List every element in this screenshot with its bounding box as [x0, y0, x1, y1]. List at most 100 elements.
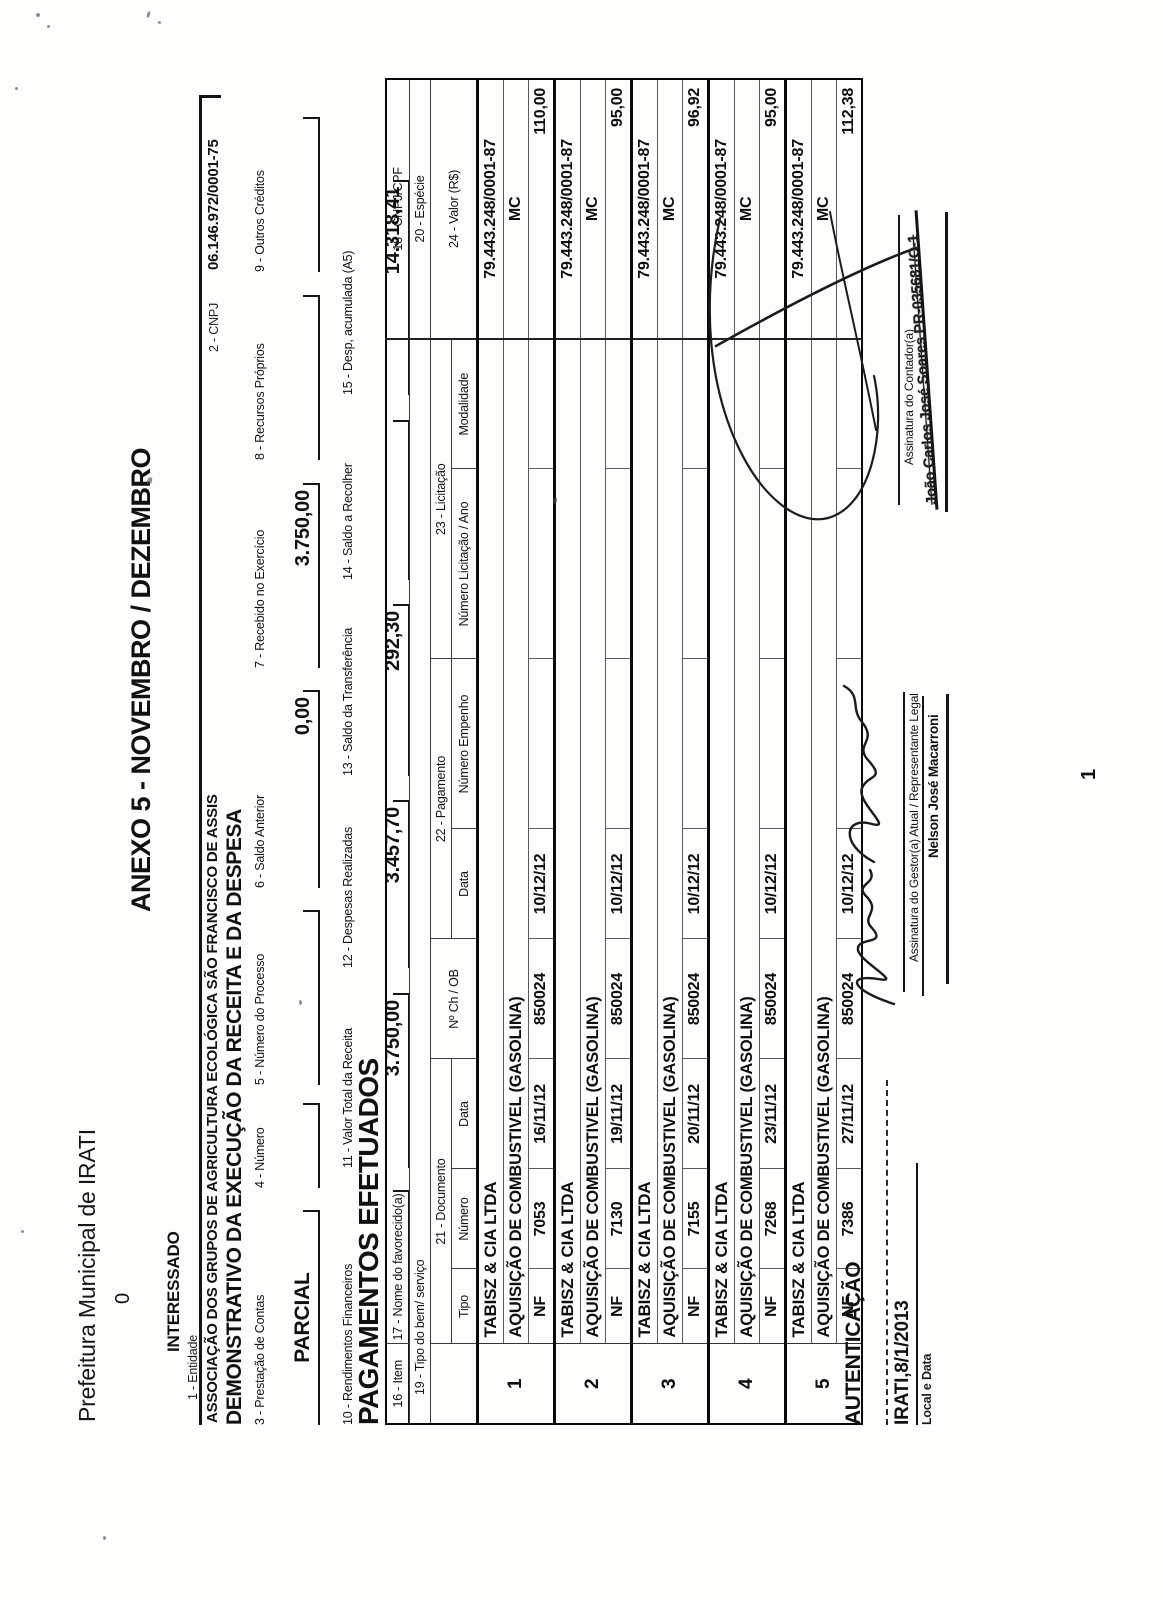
gestor-signature-line: [903, 692, 905, 992]
row-data-pagamento: 10/12/12: [682, 829, 709, 939]
interessado-title: INTERESSADO: [164, 1231, 183, 1352]
gestor-rule-2: [922, 696, 924, 996]
entidade-value: ASSOCIAÇÃO DOS GRUPOS DE AGRICULTURA ECO…: [204, 794, 221, 1423]
header-data: Data: [451, 1059, 478, 1169]
row-empenho: [528, 659, 555, 829]
row-tipo: NF: [759, 1269, 786, 1344]
row-numero: 7053: [528, 1169, 555, 1269]
demonstrativo-title: DEMONSTRATIVO DA EXECUÇÃO DA RECEITA E D…: [223, 809, 246, 1425]
row-modalidade: [528, 338, 555, 469]
gestor-rule-3: [946, 694, 949, 984]
contador-rule-2: [945, 212, 948, 512]
row-especie: MC: [580, 78, 606, 339]
row-licitacao: [528, 469, 555, 659]
table-row: NF 7130 19/11/12 850024 10/12/12 95,00: [605, 78, 632, 1424]
row-ch-ob: 850024: [528, 939, 555, 1059]
table-header-row: 21 - Documento Nº Ch / OB 22 - Pagamento…: [430, 78, 478, 1424]
row-bem: AQUISIÇÃO DE COMBUSTIVEL (GASOLINA): [503, 338, 529, 1344]
field-label: 9 - Outros Créditos: [253, 170, 267, 272]
row-modalidade: [605, 338, 632, 469]
row-empenho: [605, 659, 632, 829]
gestor-name: Nelson José Macarroni: [926, 714, 941, 858]
row-item: 3: [631, 1344, 709, 1424]
row-ch-ob: 850024: [759, 939, 786, 1059]
cnpj-label: 2 - CNPJ: [207, 302, 221, 352]
row-data: 16/11/12: [528, 1059, 555, 1169]
field-label: 4 - Número: [253, 1127, 267, 1188]
scan-artifact: [21, 1230, 24, 1233]
row-valor: 110,00: [528, 78, 555, 339]
table-row: AQUISIÇÃO DE COMBUSTIVEL (GASOLINA) MC: [657, 78, 683, 1424]
row-favorecido: TABISZ & CIA LTDA: [631, 338, 658, 1344]
field-recebido-exercicio: 7 - Recebido no Exercício 3.750,00: [252, 483, 320, 668]
gestor-label: Assinatura do Gestor(a) Atual / Represen…: [907, 693, 921, 962]
row-bem: AQUISIÇÃO DE COMBUSTIVEL (GASOLINA): [580, 338, 606, 1344]
header-favorecido: 17 - Nome do favorecido(a): [386, 338, 410, 1344]
contador-signature: [708, 211, 918, 521]
row-valor: 95,00: [605, 78, 632, 339]
row-cnpj: 79.443.248/0001-87: [477, 78, 504, 339]
field-label: 14 - Saldo a Recolher: [341, 463, 355, 580]
entidade-rule: [199, 95, 202, 1425]
scan-artifact: [103, 1536, 106, 1540]
row-empenho: [682, 659, 709, 829]
row-especie: MC: [657, 78, 683, 339]
page-number: 1: [1078, 769, 1100, 780]
header-numero: Número: [451, 1169, 478, 1269]
entidade-label: 1 - Entidade: [186, 1334, 200, 1400]
row-empenho: [759, 659, 786, 829]
table-row: AQUISIÇÃO DE COMBUSTIVEL (GASOLINA) MC: [503, 78, 529, 1424]
field-label: 7 - Recebido no Exercício: [253, 529, 267, 668]
field-numero: 4 - Número: [252, 1103, 320, 1188]
row-item: 4: [708, 1344, 786, 1424]
table-row: 1 TABISZ & CIA LTDA 79.443.248/0001-87: [477, 78, 555, 1424]
local-data-label: Local e Data: [920, 1353, 934, 1425]
row-favorecido: TABISZ & CIA LTDA: [554, 338, 581, 1344]
header-ch-ob: Nº Ch / OB: [430, 939, 478, 1059]
header-tipo-bem: 19 - Tipo do bem/ serviço: [409, 338, 431, 1424]
autenticacao-title: AUTENTICAÇÃO: [842, 1261, 865, 1425]
field-label: 15 - Desp, acumulada (A5): [341, 250, 355, 395]
entidade-rule-tick: [199, 95, 221, 98]
field-label: 6 - Saldo Anterior: [253, 795, 267, 888]
header-pagamento-group: 22 - Pagamento: [430, 659, 452, 939]
header-numero-empenho: Número Empenho: [451, 659, 478, 829]
header-tipo: Tipo: [451, 1269, 478, 1344]
gestor-signature: [842, 684, 896, 1006]
table-header-row: 19 - Tipo do bem/ serviço 20 - Espécie: [409, 78, 431, 1424]
field-recursos-proprios: 8 - Recursos Próprios: [252, 295, 320, 460]
row-bem: AQUISIÇÃO DE COMBUSTIVEL (GASOLINA): [657, 338, 683, 1344]
table-row: 3 TABISZ & CIA LTDA 79.443.248/0001-87: [631, 78, 709, 1424]
scan-artifact: [36, 13, 40, 17]
row-tipo: NF: [528, 1269, 555, 1344]
local-data-value: IRATI,8/1/2013: [892, 1300, 913, 1425]
row-data: 23/11/12: [759, 1059, 786, 1169]
contador-signature-line: [898, 215, 900, 505]
field-numero-processo: 5 - Número do Processo: [252, 910, 320, 1085]
municipality-title: Prefeitura Municipal de IRATI: [74, 1129, 100, 1422]
field-value: PARCIAL: [291, 1272, 314, 1363]
table-header-row: 16 - Item 17 - Nome do favorecido(a) 18 …: [386, 78, 410, 1424]
field-outros-creditos: 9 - Outros Créditos: [252, 117, 320, 272]
header-data-pagamento: Data: [451, 829, 478, 939]
header-licitacao-group: 23 - Licitação: [430, 338, 452, 659]
field-label: 3 - Prestação de Contas: [253, 1294, 267, 1425]
row-tipo: NF: [605, 1269, 632, 1344]
field-prestacao-contas: 3 - Prestação de Contas PARCIAL: [252, 1210, 320, 1425]
row-numero: 7130: [605, 1169, 632, 1269]
table-row: AQUISIÇÃO DE COMBUSTIVEL (GASOLINA) MC: [580, 78, 606, 1424]
field-label: 12 - Despesas Realizadas: [341, 826, 355, 968]
row-item: 2: [554, 1344, 632, 1424]
row-numero: 7155: [682, 1169, 709, 1269]
row-tipo: NF: [682, 1269, 709, 1344]
header-item-spacer: [430, 1344, 478, 1424]
row-data: 27/11/12: [836, 1059, 862, 1169]
scan-artifact: [158, 21, 161, 24]
header-cnpj-cpf: 18 - CNPJ/CPF: [386, 78, 410, 339]
header-item: 16 - Item: [386, 1344, 410, 1424]
autenticacao-dashed-line: [886, 1080, 888, 1425]
row-favorecido: TABISZ & CIA LTDA: [477, 338, 504, 1344]
row-ch-ob: 850024: [682, 939, 709, 1059]
